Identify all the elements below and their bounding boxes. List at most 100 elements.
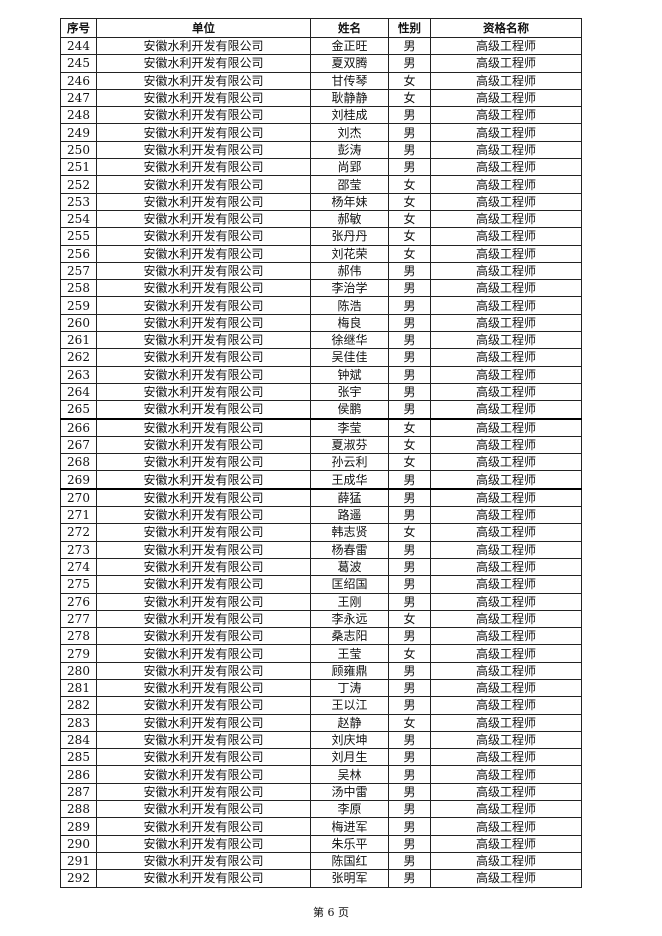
cell-index: 262 bbox=[60, 348, 97, 367]
cell-index: 280 bbox=[60, 661, 97, 680]
cell-unit: 安徽水利开发有限公司 bbox=[96, 869, 311, 888]
cell-index: 268 bbox=[60, 453, 97, 472]
cell-qualification: 高级工程师 bbox=[430, 523, 582, 542]
cell-name: 吴佳佳 bbox=[310, 348, 389, 367]
table-row: 286 安徽水利开发有限公司 吴林男高级工程师 bbox=[60, 765, 582, 784]
cell-qualification: 高级工程师 bbox=[430, 470, 582, 490]
cell-unit: 安徽水利开发有限公司 bbox=[96, 71, 311, 90]
cell-gender: 女 bbox=[388, 175, 431, 194]
cell-unit: 安徽水利开发有限公司 bbox=[96, 279, 311, 298]
table-row: 248 安徽水利开发有限公司 刘桂成男高级工程师 bbox=[60, 106, 582, 125]
header-index: 序号 bbox=[60, 18, 97, 38]
table-row: 289 安徽水利开发有限公司 梅进军男高级工程师 bbox=[60, 817, 582, 836]
cell-qualification: 高级工程师 bbox=[430, 175, 582, 194]
cell-qualification: 高级工程师 bbox=[430, 817, 582, 836]
table-row: 258 安徽水利开发有限公司 李治学男高级工程师 bbox=[60, 279, 582, 298]
cell-index: 279 bbox=[60, 644, 97, 663]
cell-qualification: 高级工程师 bbox=[430, 227, 582, 246]
cell-qualification: 高级工程师 bbox=[430, 800, 582, 819]
cell-unit: 安徽水利开发有限公司 bbox=[96, 192, 311, 211]
cell-index: 278 bbox=[60, 627, 97, 646]
cell-qualification: 高级工程师 bbox=[430, 730, 582, 750]
cell-index: 274 bbox=[60, 557, 97, 577]
cell-qualification: 高级工程师 bbox=[430, 506, 582, 525]
cell-gender: 男 bbox=[388, 382, 431, 402]
cell-qualification: 高级工程师 bbox=[430, 644, 582, 663]
table-row: 288 安徽水利开发有限公司 李原男高级工程师 bbox=[60, 800, 582, 819]
cell-gender: 男 bbox=[388, 696, 431, 715]
cell-name: 李治学 bbox=[310, 279, 389, 298]
table-row: 285 安徽水利开发有限公司 刘月生男高级工程师 bbox=[60, 748, 582, 767]
cell-gender: 女 bbox=[388, 713, 431, 732]
cell-unit: 安徽水利开发有限公司 bbox=[96, 782, 311, 802]
cell-gender: 男 bbox=[388, 158, 431, 177]
cell-unit: 安徽水利开发有限公司 bbox=[96, 382, 311, 402]
cell-index: 286 bbox=[60, 765, 97, 784]
cell-name: 耿静静 bbox=[310, 88, 389, 108]
cell-qualification: 高级工程师 bbox=[430, 575, 582, 594]
table-row: 249 安徽水利开发有限公司 刘杰男高级工程师 bbox=[60, 123, 582, 142]
table-row: 247 安徽水利开发有限公司 耿静静女高级工程师 bbox=[60, 88, 582, 108]
cell-index: 290 bbox=[60, 834, 97, 853]
cell-gender: 男 bbox=[388, 851, 431, 871]
cell-gender: 男 bbox=[388, 661, 431, 680]
cell-name: 顾雍鼎 bbox=[310, 661, 389, 680]
cell-qualification: 高级工程师 bbox=[430, 765, 582, 784]
header-name: 姓名 bbox=[310, 18, 389, 38]
page-number: 第 6 页 bbox=[313, 906, 349, 919]
cell-unit: 安徽水利开发有限公司 bbox=[96, 418, 311, 437]
cell-qualification: 高级工程师 bbox=[430, 748, 582, 767]
table-row: 253 安徽水利开发有限公司 杨年妹女高级工程师 bbox=[60, 192, 582, 211]
cell-gender: 女 bbox=[388, 192, 431, 211]
cell-gender: 男 bbox=[388, 557, 431, 577]
cell-index: 248 bbox=[60, 106, 97, 125]
cell-qualification: 高级工程师 bbox=[430, 834, 582, 853]
cell-gender: 男 bbox=[388, 800, 431, 819]
header-unit: 单位 bbox=[96, 18, 311, 38]
table-row: 278 安徽水利开发有限公司 桑志阳男高级工程师 bbox=[60, 627, 582, 646]
cell-gender: 男 bbox=[388, 123, 431, 142]
cell-gender: 男 bbox=[388, 261, 431, 281]
cell-unit: 安徽水利开发有限公司 bbox=[96, 488, 311, 508]
cell-gender: 男 bbox=[388, 279, 431, 298]
cell-gender: 男 bbox=[388, 400, 431, 420]
table-body: 244 安徽水利开发有限公司 金正旺男高级工程师 245 安徽水利开发有限公司 夏双腾男高… bbox=[60, 36, 582, 888]
table-row: 280 安徽水利开发有限公司 顾雍鼎男高级工程师 bbox=[60, 661, 582, 680]
header-gender: 性别 bbox=[388, 18, 431, 38]
cell-qualification: 高级工程师 bbox=[430, 209, 582, 229]
cell-qualification: 高级工程师 bbox=[430, 851, 582, 871]
cell-unit: 安徽水利开发有限公司 bbox=[96, 400, 311, 420]
cell-unit: 安徽水利开发有限公司 bbox=[96, 540, 311, 559]
table-row: 271 安徽水利开发有限公司 路遥男高级工程师 bbox=[60, 506, 582, 525]
cell-name: 丁涛 bbox=[310, 678, 389, 698]
cell-unit: 安徽水利开发有限公司 bbox=[96, 106, 311, 125]
cell-unit: 安徽水利开发有限公司 bbox=[96, 123, 311, 142]
cell-name: 钟斌 bbox=[310, 365, 389, 384]
table-row: 276 安徽水利开发有限公司 王刚男高级工程师 bbox=[60, 592, 582, 611]
table-row: 266 安徽水利开发有限公司 李莹女高级工程师 bbox=[60, 418, 582, 437]
cell-gender: 女 bbox=[388, 453, 431, 472]
table-row: 244 安徽水利开发有限公司 金正旺男高级工程师 bbox=[60, 36, 582, 56]
cell-gender: 男 bbox=[388, 592, 431, 611]
cell-unit: 安徽水利开发有限公司 bbox=[96, 54, 311, 73]
cell-name: 薛猛 bbox=[310, 488, 389, 508]
table-row: 277 安徽水利开发有限公司 李永远女高级工程师 bbox=[60, 609, 582, 629]
cell-name: 郝伟 bbox=[310, 261, 389, 281]
cell-qualification: 高级工程师 bbox=[430, 365, 582, 384]
cell-gender: 男 bbox=[388, 54, 431, 73]
cell-index: 275 bbox=[60, 575, 97, 594]
cell-unit: 安徽水利开发有限公司 bbox=[96, 209, 311, 229]
cell-gender: 女 bbox=[388, 88, 431, 108]
table-row: 284 安徽水利开发有限公司 刘庆坤男高级工程师 bbox=[60, 730, 582, 750]
cell-name: 侯鹏 bbox=[310, 400, 389, 420]
cell-qualification: 高级工程师 bbox=[430, 557, 582, 577]
table-row: 256 安徽水利开发有限公司 刘花荣女高级工程师 bbox=[60, 244, 582, 263]
cell-unit: 安徽水利开发有限公司 bbox=[96, 765, 311, 784]
cell-gender: 男 bbox=[388, 488, 431, 508]
table-row: 255 安徽水利开发有限公司 张丹丹女高级工程师 bbox=[60, 227, 582, 246]
cell-gender: 女 bbox=[388, 644, 431, 663]
cell-index: 272 bbox=[60, 523, 97, 542]
cell-name: 桑志阳 bbox=[310, 627, 389, 646]
cell-unit: 安徽水利开发有限公司 bbox=[96, 557, 311, 577]
cell-index: 267 bbox=[60, 435, 97, 455]
